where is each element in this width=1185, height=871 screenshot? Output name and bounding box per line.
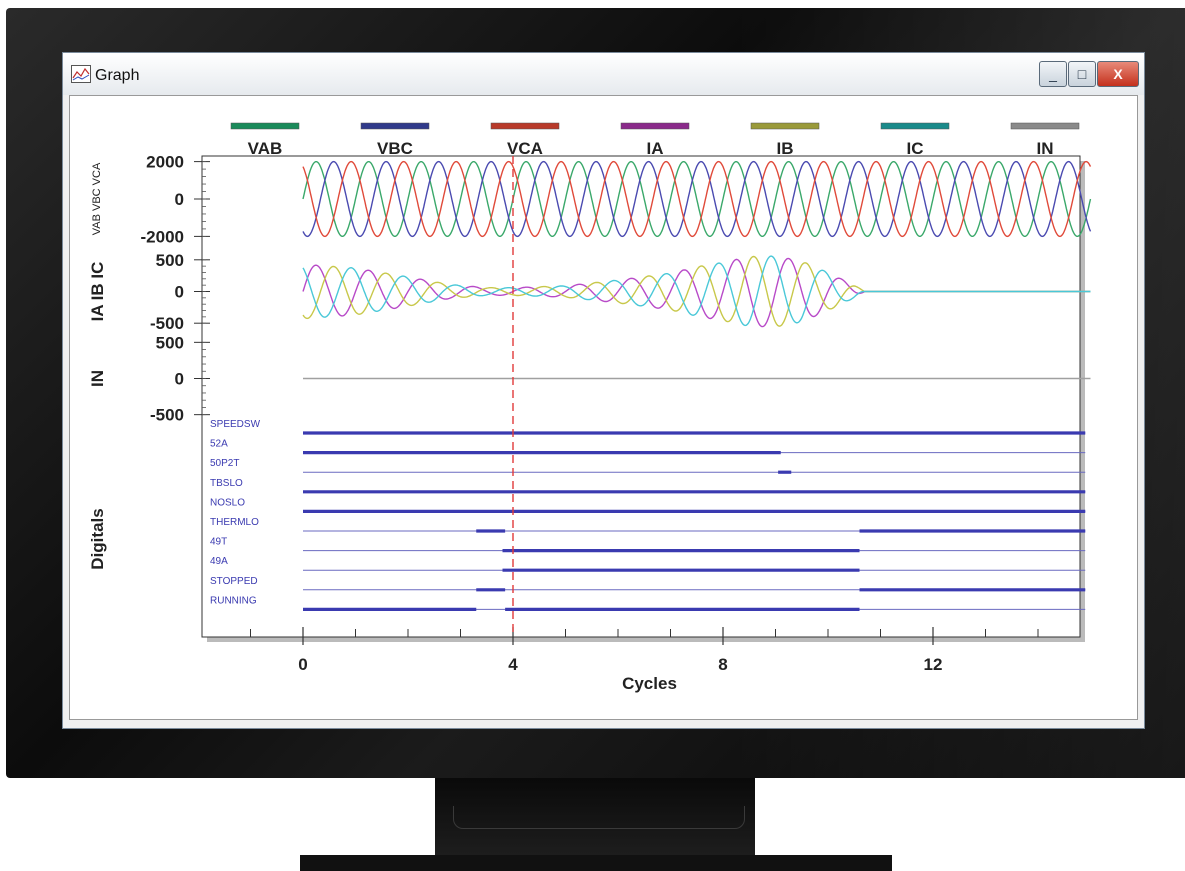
x-tick-label: 0 xyxy=(298,655,307,674)
y-tick-label: 0 xyxy=(175,190,184,209)
monitor-stand-neck xyxy=(435,778,755,858)
legend-label-vbc: VBC xyxy=(377,139,413,158)
digital-label-49t: 49T xyxy=(210,537,227,548)
x-tick-label: 8 xyxy=(718,655,727,674)
digital-label-52a: 52A xyxy=(210,439,228,450)
series-ic xyxy=(302,255,1091,327)
legend-label-vca: VCA xyxy=(507,139,543,158)
y-tick-label: 0 xyxy=(175,283,184,302)
y-tick-label: 2000 xyxy=(146,153,184,172)
y-tick-label: 500 xyxy=(156,251,184,270)
series-vbc xyxy=(302,160,1092,238)
legend-label-ib: IB xyxy=(777,139,794,158)
legend-swatch-ic xyxy=(880,122,950,130)
legend-swatch-ib xyxy=(750,122,820,130)
panel-label: IA IB IC xyxy=(88,262,107,322)
digital-label-tbslo: TBSLO xyxy=(210,478,243,489)
graph-icon xyxy=(71,65,91,83)
series-vca xyxy=(302,160,1092,238)
legend-label-ic: IC xyxy=(907,139,924,158)
legend-label-ia: IA xyxy=(647,139,664,158)
close-button[interactable]: X xyxy=(1097,61,1139,87)
waveform-chart[interactable]: VAB VBC VCA IA IB IC IN 2000 0 -2000 VAB VBC VCA 50… xyxy=(70,96,1137,719)
legend-swatch-ia xyxy=(620,122,690,130)
digital-label-50p2t: 50P2T xyxy=(210,458,239,469)
panel-label: IN xyxy=(88,370,107,387)
graph-window: Graph _ □ X VAB VBC VCA IA IB IC IN 2000 0 -2000 V… xyxy=(62,52,1145,729)
legend-swatch-vbc xyxy=(360,122,430,130)
legend-swatch-vca xyxy=(490,122,560,130)
digital-label-49a: 49A xyxy=(210,556,228,567)
graph-canvas-area: VAB VBC VCA IA IB IC IN 2000 0 -2000 VAB VBC VCA 50… xyxy=(69,95,1138,720)
plot-frame xyxy=(201,155,1081,638)
digital-label-stopped: STOPPED xyxy=(210,576,258,587)
x-tick-label: 12 xyxy=(924,655,943,674)
y-tick-label: -500 xyxy=(150,406,184,425)
legend-label-in: IN xyxy=(1037,139,1054,158)
x-tick-label: 4 xyxy=(508,655,518,674)
panel-label: VAB VBC VCA xyxy=(91,162,103,235)
x-axis-label: Cycles xyxy=(622,674,677,693)
maximize-button[interactable]: □ xyxy=(1068,61,1096,87)
y-tick-label: 0 xyxy=(175,370,184,389)
digital-label-running: RUNNING xyxy=(210,595,257,606)
minimize-button[interactable]: _ xyxy=(1039,61,1067,87)
legend-swatch-in xyxy=(1010,122,1080,130)
y-tick-label: -500 xyxy=(150,314,184,333)
window-titlebar[interactable]: Graph _ □ X xyxy=(63,53,1144,95)
graph-icon-glyph xyxy=(72,67,90,81)
digital-label-noslo: NOSLO xyxy=(210,497,245,508)
series-vab xyxy=(302,161,1092,237)
legend-swatch-vab xyxy=(230,122,300,130)
digitals-axis-label: Digitals xyxy=(88,508,107,569)
digital-label-speedsw: SPEEDSW xyxy=(210,419,261,430)
window-title: Graph xyxy=(95,67,140,84)
y-tick-label: -2000 xyxy=(141,227,184,246)
y-tick-label: 500 xyxy=(156,333,184,352)
legend-label-vab: VAB xyxy=(248,139,283,158)
digital-label-thermlo: THERMLO xyxy=(210,517,259,528)
monitor-stand-base xyxy=(300,855,892,871)
monitor-stand-slot xyxy=(453,806,745,829)
